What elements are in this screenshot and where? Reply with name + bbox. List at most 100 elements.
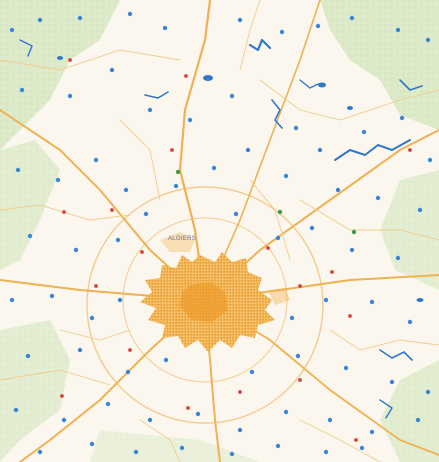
water-point-marker xyxy=(237,427,243,433)
water-point-marker xyxy=(369,429,375,435)
water-point-marker xyxy=(163,357,169,363)
road-junction-marker xyxy=(140,250,144,254)
water-point-marker xyxy=(317,147,323,153)
water-point-marker xyxy=(127,11,133,17)
water-point-marker xyxy=(19,87,25,93)
lakes xyxy=(57,56,424,302)
water-point-marker xyxy=(162,25,168,31)
stream-northeast xyxy=(271,99,283,129)
road-junction-marker xyxy=(62,210,66,214)
water-point-marker xyxy=(147,417,153,423)
junction-markers xyxy=(60,58,412,442)
water-point-marker xyxy=(283,173,289,179)
water-point-marker xyxy=(9,297,15,303)
water-point-marker xyxy=(25,353,31,359)
road-junction-marker xyxy=(330,270,334,274)
water-point-marker xyxy=(105,401,111,407)
water-points xyxy=(9,11,433,457)
water-point-marker xyxy=(125,369,131,375)
water-point-marker xyxy=(67,93,73,99)
water-point-marker xyxy=(417,207,423,213)
water-point-marker xyxy=(375,195,381,201)
rural-area-south xyxy=(90,430,260,462)
stream-north-central xyxy=(144,91,169,99)
water-point-marker xyxy=(61,417,67,423)
road-junction-marker xyxy=(68,58,72,62)
water-point-marker xyxy=(349,247,355,253)
water-point-marker xyxy=(425,389,431,395)
rural-area-southwest xyxy=(0,320,70,462)
water-point-marker xyxy=(173,183,179,189)
urban-area xyxy=(140,232,290,352)
lake xyxy=(347,106,353,110)
city-label: ALGIERS xyxy=(168,236,196,242)
minor-road xyxy=(239,0,261,71)
water-point-marker xyxy=(195,411,201,417)
water-point-marker xyxy=(109,67,115,73)
rural-area-northwest xyxy=(0,0,120,150)
water-point-marker xyxy=(143,211,149,217)
minor-road xyxy=(119,119,161,201)
water-features xyxy=(19,38,423,419)
stream-west xyxy=(19,39,33,57)
water-point-marker xyxy=(315,23,321,29)
water-point-marker xyxy=(275,443,281,449)
water-point-marker xyxy=(249,369,255,375)
water-point-marker xyxy=(399,115,405,121)
minor-road xyxy=(59,329,131,341)
lake xyxy=(416,298,424,302)
stream-south xyxy=(379,399,393,419)
water-point-marker xyxy=(323,449,329,455)
middle-ring-road xyxy=(122,217,288,383)
interchange-marker xyxy=(277,209,283,215)
ring-roads xyxy=(86,186,324,424)
rural-area-west xyxy=(0,140,60,270)
road-north-northeast xyxy=(204,0,321,301)
water-point-marker xyxy=(425,37,431,43)
minor-road xyxy=(0,49,181,71)
urban-spread-east xyxy=(268,288,290,305)
river-north xyxy=(248,38,272,52)
water-point-marker xyxy=(9,27,15,33)
stream-southeast xyxy=(379,349,413,361)
water-point-marker xyxy=(389,379,395,385)
water-point-marker xyxy=(147,107,153,113)
water-point-marker xyxy=(323,297,329,303)
water-point-marker xyxy=(187,117,193,123)
water-point-marker xyxy=(123,187,129,193)
water-point-marker xyxy=(89,315,95,321)
road-junction-marker xyxy=(408,148,412,152)
outer-ring-road xyxy=(86,186,324,424)
minor-road xyxy=(139,419,181,462)
stream-far-east xyxy=(399,79,423,91)
minor-road xyxy=(249,179,291,261)
water-point-marker xyxy=(275,235,281,241)
water-point-marker xyxy=(361,129,367,135)
water-point-marker xyxy=(37,449,43,455)
stream-east xyxy=(299,79,319,89)
water-point-marker xyxy=(229,93,235,99)
minor-road xyxy=(329,329,439,351)
road-north xyxy=(178,0,212,302)
road-junction-marker xyxy=(94,284,98,288)
lake xyxy=(318,82,326,88)
water-point-marker xyxy=(229,451,235,457)
water-point-marker xyxy=(211,165,217,171)
minor-road xyxy=(299,419,381,462)
water-point-marker xyxy=(395,27,401,33)
water-point-marker xyxy=(395,255,401,261)
water-point-marker xyxy=(293,125,299,131)
road-junction-marker xyxy=(298,284,302,288)
water-point-marker xyxy=(77,15,83,21)
water-point-marker xyxy=(335,187,341,193)
river-northeast xyxy=(334,139,411,161)
water-point-marker xyxy=(279,29,285,35)
water-point-marker xyxy=(115,237,121,243)
road-junction-marker xyxy=(238,390,242,394)
water-point-marker xyxy=(13,407,19,413)
water-point-marker xyxy=(359,445,365,451)
